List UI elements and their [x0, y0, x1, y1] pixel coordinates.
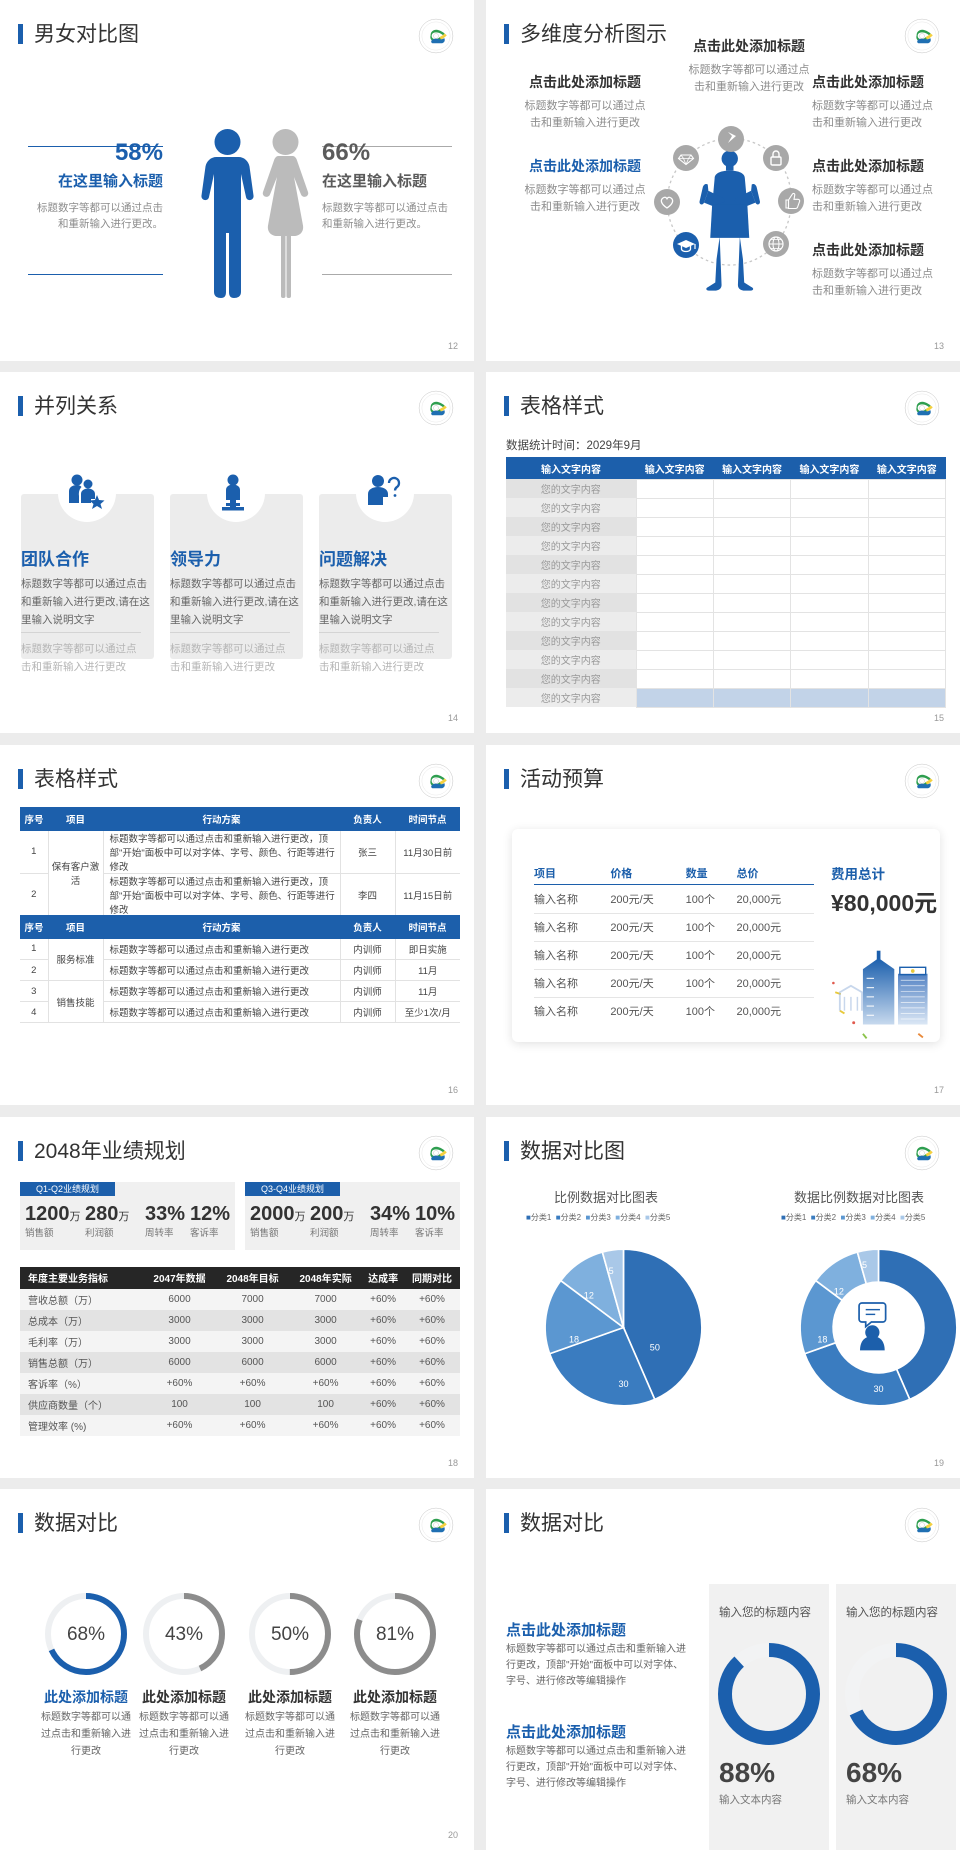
svg-text:12: 12 [834, 1286, 844, 1296]
svg-text:30: 30 [618, 1379, 628, 1389]
svg-text:30: 30 [873, 1384, 883, 1394]
svg-text:43%: 43% [165, 1624, 203, 1645]
svg-text:12: 12 [584, 1291, 594, 1301]
svg-text:68%: 68% [67, 1624, 105, 1645]
svg-text:81%: 81% [376, 1624, 414, 1645]
svg-text:50%: 50% [271, 1624, 309, 1645]
svg-text:50: 50 [650, 1342, 660, 1352]
svg-text:18: 18 [569, 1334, 579, 1344]
svg-text:5: 5 [609, 1266, 614, 1276]
svg-text:18: 18 [817, 1334, 827, 1344]
svg-text:5: 5 [862, 1260, 867, 1270]
